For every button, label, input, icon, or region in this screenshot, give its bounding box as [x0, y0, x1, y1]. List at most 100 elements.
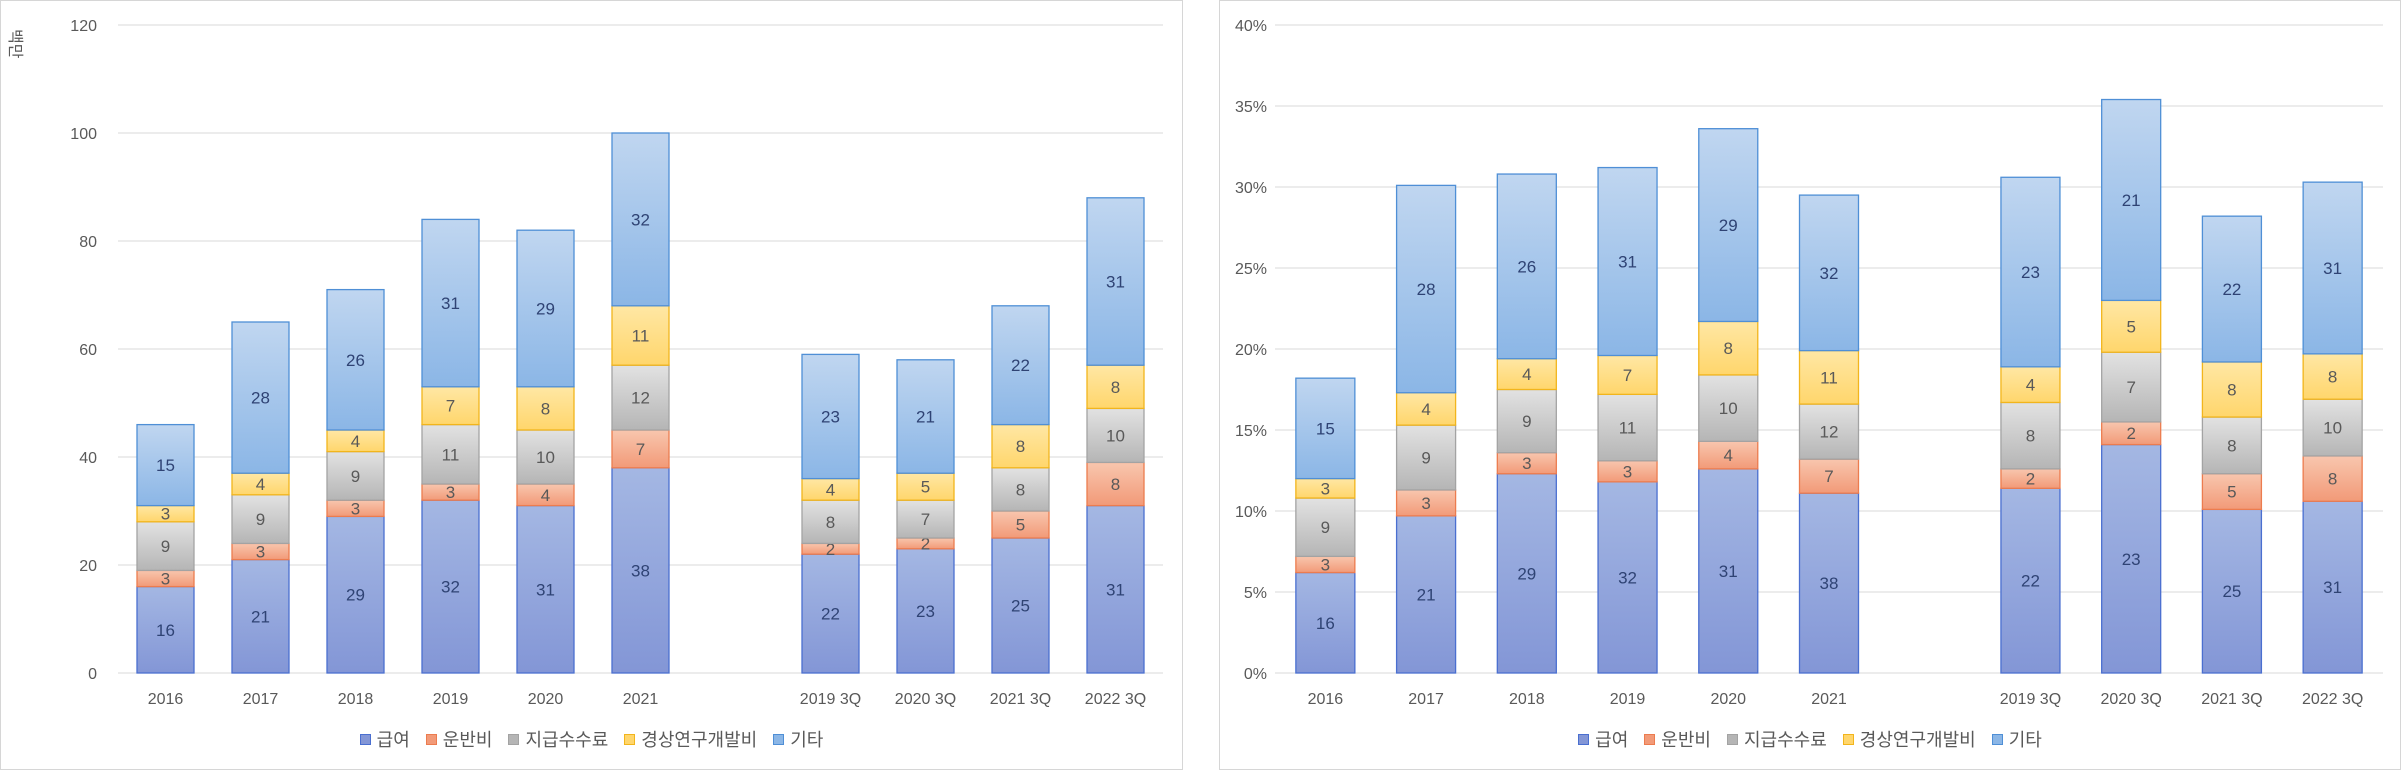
data-label: 7: [921, 510, 930, 529]
legend-item: 기타: [1991, 726, 2042, 752]
data-label: 7: [636, 440, 645, 459]
x-tick-label: 2022 3Q: [2302, 691, 2363, 708]
data-label: 9: [1421, 449, 1430, 468]
data-label: 11: [442, 445, 460, 464]
bar-segment: [516, 504, 575, 674]
legend-label: 운반비: [1661, 730, 1711, 750]
data-label: 8: [541, 399, 550, 418]
data-label: 23: [821, 408, 840, 427]
bar-segment: [611, 467, 670, 674]
bar-segment: [1086, 197, 1145, 366]
y-tick-label: 5%: [1244, 585, 1267, 602]
data-label: 3: [1421, 494, 1430, 513]
x-tick-label: 2021: [1811, 691, 1847, 708]
data-label: 28: [1417, 280, 1436, 299]
legend: 급여 운반비 지급수수료 경상연구개발비 기타: [1, 726, 1182, 752]
y-tick-label: 100: [70, 126, 97, 143]
x-tick-label: 2019: [433, 691, 469, 708]
stacked-bar-chart-amounts: 0204060801001202016163931520172139428201…: [70, 18, 1163, 708]
bar-segment: [1597, 393, 1658, 462]
bar-segment: [1698, 320, 1759, 376]
y-tick-label: 80: [79, 234, 97, 251]
x-tick-label: 2020: [1710, 691, 1746, 708]
x-tick-label: 2021: [623, 691, 659, 708]
bar-segment: [1086, 504, 1145, 674]
x-tick-label: 2021 3Q: [2201, 691, 2262, 708]
y-axis-unit-label: 백만: [6, 29, 23, 59]
data-label: 31: [1106, 580, 1125, 599]
x-tick-label: 2019: [1610, 691, 1646, 708]
data-label: 22: [1011, 356, 1030, 375]
data-label: 9: [1321, 518, 1330, 537]
y-tick-label: 40: [79, 450, 97, 467]
legend-label: 기타: [790, 730, 824, 750]
data-label: 29: [346, 586, 365, 605]
bar-segment: [1698, 374, 1759, 442]
bar-segment: [611, 429, 670, 469]
bar-segment: [2201, 508, 2263, 674]
data-label: 4: [1522, 365, 1531, 384]
data-label: 11: [1619, 419, 1637, 438]
data-label: 31: [441, 294, 460, 313]
bar-segment: [896, 548, 955, 674]
data-label: 31: [2323, 578, 2342, 597]
bar-segment: [991, 537, 1050, 674]
x-tick-label: 2018: [338, 691, 374, 708]
legend-item: 경상연구개발비: [624, 726, 757, 752]
data-label: 12: [1820, 423, 1839, 442]
x-tick-label: 2017: [243, 691, 279, 708]
data-label: 9: [256, 510, 265, 529]
data-label: 8: [1016, 437, 1025, 456]
x-tick-label: 2020: [528, 691, 564, 708]
x-tick-label: 2021 3Q: [990, 691, 1051, 708]
data-label: 23: [2021, 263, 2040, 282]
x-tick-label: 2018: [1509, 691, 1545, 708]
data-label: 9: [161, 537, 170, 556]
legend-item: 운반비: [425, 726, 493, 752]
bar-segment: [2302, 500, 2363, 674]
data-label: 22: [2222, 280, 2241, 299]
data-label: 8: [1016, 480, 1025, 499]
data-label: 4: [541, 486, 550, 505]
bar-segment: [421, 218, 480, 388]
data-label: 7: [1824, 467, 1833, 486]
data-label: 29: [1719, 216, 1738, 235]
bar-segment: [991, 467, 1050, 512]
data-label: 8: [1724, 339, 1733, 358]
legend-label: 운반비: [442, 730, 493, 750]
bar-segment: [2000, 401, 2061, 470]
data-label: 38: [1820, 574, 1839, 593]
legend-swatch: [1644, 733, 1656, 745]
bar-segment: [991, 423, 1050, 469]
y-tick-label: 120: [70, 18, 97, 35]
bar-segment: [2201, 361, 2263, 418]
data-label: 21: [1417, 585, 1436, 604]
data-label: 4: [256, 475, 265, 494]
legend-swatch: [508, 733, 520, 745]
data-label: 4: [2026, 376, 2035, 395]
legend-label: 경상연구개발비: [1859, 730, 1976, 750]
bar-segment: [1295, 377, 1356, 480]
bar-segment: [2201, 416, 2263, 475]
data-label: 3: [1321, 555, 1330, 574]
bar-segment: [1295, 571, 1356, 674]
data-label: 5: [1016, 516, 1025, 535]
bar-segment: [991, 510, 1050, 539]
data-label: 32: [441, 578, 460, 597]
data-label: 32: [1618, 568, 1637, 587]
data-label: 9: [351, 467, 360, 486]
legend-item: 지급수수료: [1726, 726, 1827, 752]
legend-swatch: [624, 733, 636, 745]
bar-segment: [2101, 351, 2162, 423]
legend-label: 지급수수료: [1743, 730, 1827, 750]
x-tick-label: 2022 3Q: [1085, 691, 1146, 708]
x-tick-label: 2017: [1408, 691, 1444, 708]
y-tick-label: 25%: [1235, 261, 1267, 278]
bar-segment: [516, 386, 575, 431]
bar-segment: [991, 305, 1050, 426]
legend-label: 지급수수료: [525, 730, 609, 750]
data-label: 3: [1522, 454, 1531, 473]
x-tick-label: 2020 3Q: [2100, 691, 2161, 708]
bar-segment: [1798, 194, 1860, 352]
bar-segment: [2101, 299, 2162, 353]
